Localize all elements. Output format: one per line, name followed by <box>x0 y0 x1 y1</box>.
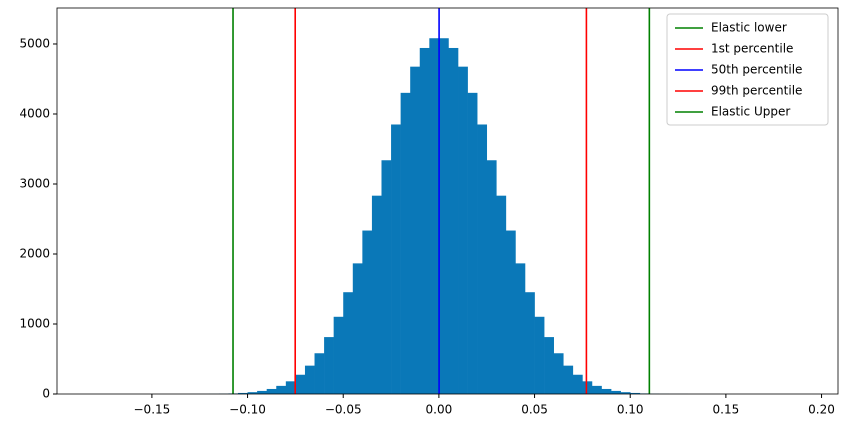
histogram-bar <box>401 93 411 394</box>
x-tick-label: 0.00 <box>426 403 453 417</box>
histogram-bar <box>410 67 420 394</box>
histogram-bar <box>420 48 430 394</box>
legend-label: Elastic Upper <box>711 105 790 119</box>
x-tick-label: 0.20 <box>808 403 835 417</box>
y-tick-label: 4000 <box>19 106 50 120</box>
y-tick-label: 0 <box>42 387 50 401</box>
histogram-bar <box>487 160 497 394</box>
histogram-bar <box>295 375 305 394</box>
legend-label: 50th percentile <box>711 63 802 77</box>
histogram-bar <box>334 317 344 394</box>
y-tick-label: 3000 <box>19 176 50 190</box>
histogram-bar <box>602 389 612 394</box>
histogram-bar <box>563 366 573 394</box>
x-tick-label: −0.15 <box>134 403 171 417</box>
histogram-bar <box>592 386 602 394</box>
histogram-bar <box>554 353 564 394</box>
histogram-bar <box>448 48 458 394</box>
histogram-bar <box>468 93 478 394</box>
x-tick-label: 0.05 <box>521 403 548 417</box>
histogram-bar <box>286 381 296 394</box>
legend-label: 99th percentile <box>711 84 802 98</box>
y-tick-label: 2000 <box>19 246 50 260</box>
histogram-bar <box>353 263 363 394</box>
x-tick-label: 0.10 <box>617 403 644 417</box>
histogram-bar <box>372 196 382 394</box>
histogram-bar <box>515 263 525 394</box>
histogram-bar <box>573 375 583 394</box>
legend: Elastic lower 1st percentile 50th percenti… <box>667 14 828 125</box>
histogram-bar <box>381 160 391 394</box>
histogram-bar <box>458 67 468 394</box>
histogram-bar <box>429 38 439 394</box>
histogram-bar <box>439 38 449 394</box>
histogram-bar <box>535 317 545 394</box>
histogram-bar <box>267 389 277 394</box>
histogram-bar <box>496 196 506 394</box>
legend-label: Elastic lower <box>711 21 787 35</box>
histogram-bar <box>525 292 535 394</box>
histogram-bar <box>477 124 487 394</box>
histogram-bar <box>544 337 554 394</box>
histogram-bar <box>324 337 334 394</box>
histogram-bar <box>362 231 372 394</box>
histogram-bar <box>305 366 315 394</box>
x-tick-label: −0.10 <box>229 403 266 417</box>
histogram-bar <box>506 231 516 394</box>
histogram-bar <box>343 292 353 394</box>
histogram-bar <box>315 353 325 394</box>
y-tick-label: 5000 <box>19 36 50 50</box>
histogram-bar <box>391 124 401 394</box>
x-tick-label: 0.15 <box>713 403 740 417</box>
histogram-bar <box>276 386 286 394</box>
histogram-bar <box>257 391 267 394</box>
histogram-bar <box>582 381 592 394</box>
legend-label: 1st percentile <box>711 42 793 56</box>
x-tick-label: −0.05 <box>325 403 362 417</box>
y-tick-label: 1000 <box>19 316 50 330</box>
histogram-bar <box>611 391 621 394</box>
